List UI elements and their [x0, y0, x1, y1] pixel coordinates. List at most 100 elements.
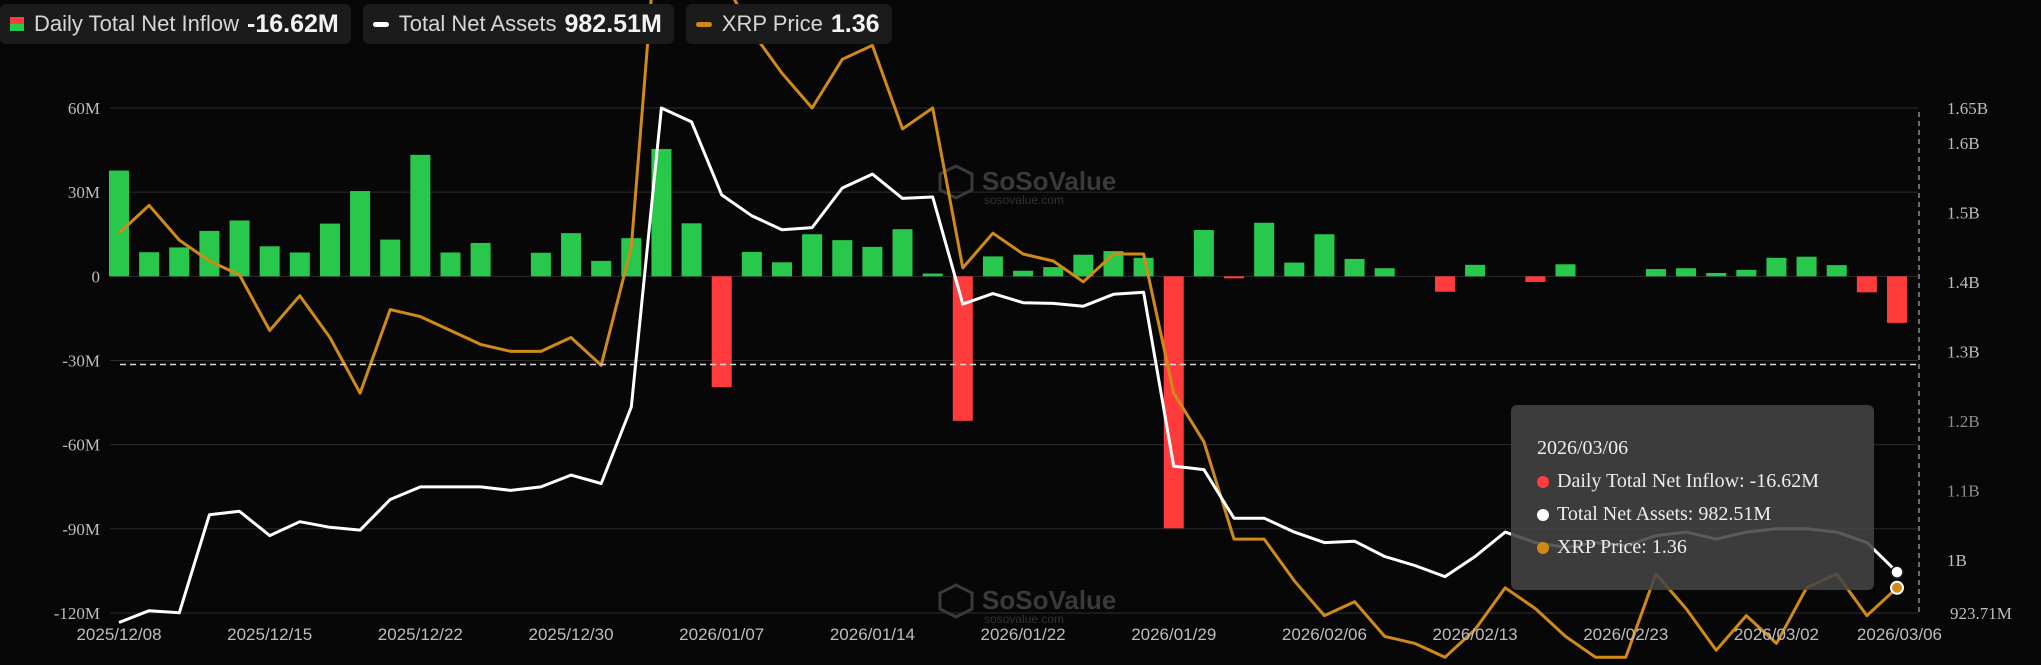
swatch-positive: [10, 24, 24, 31]
y-axis-tick-label: -30M: [62, 352, 100, 371]
legend-assets-label: Total Net Assets: [398, 11, 557, 36]
x-axis-tick-label: 2025/12/15: [227, 625, 312, 644]
legend-assets-value: 982.51M: [564, 9, 662, 38]
y-axis-tick-label: -90M: [62, 520, 100, 539]
x-axis-tick-label: 2026/02/13: [1433, 625, 1518, 644]
inflow-bar: [651, 148, 672, 277]
line-swatch-icon: [372, 21, 389, 27]
inflow-bar: [1193, 230, 1214, 277]
line-swatch-icon: [695, 21, 712, 27]
tooltip-price-row: XRP Price: 1.36: [1537, 536, 1687, 559]
inflow-bar: [1736, 269, 1757, 277]
tooltip-inflow-row: Daily Total Net Inflow: -16.62M: [1537, 470, 1819, 493]
inflow-bar: [169, 247, 190, 277]
inflow-bar: [771, 262, 792, 277]
inflow-bar: [1706, 272, 1727, 277]
inflow-bar: [1645, 269, 1666, 277]
inflow-bar: [741, 251, 762, 277]
inflow-bar: [1856, 276, 1877, 293]
inflow-bar: [380, 239, 401, 277]
tooltip-date: 2026/03/06: [1537, 437, 1629, 459]
inflow-bar: [289, 252, 310, 277]
legend-inflow-value: -16.62M: [247, 9, 339, 38]
inflow-bar: [350, 191, 371, 277]
x-axis-tick-label: 2026/02/23: [1583, 625, 1668, 644]
right-axis-min-label: 923.71M: [1950, 604, 2012, 623]
watermark-logo-icon: [938, 583, 974, 619]
inflow-bar: [1314, 234, 1335, 277]
legend-bar: Daily Total Net Inflow -16.62M Total Net…: [0, 4, 892, 46]
chart-tooltip: 2026/03/06 Daily Total Net Inflow: -16.6…: [1511, 405, 1874, 590]
legend-price-label: XRP Price: [721, 11, 823, 36]
inflow-bar: [561, 233, 582, 277]
inflow-bar: [711, 276, 732, 388]
price-endpoint-marker: [1890, 580, 1904, 595]
legend-price[interactable]: XRP Price 1.36: [685, 4, 892, 44]
swatch-negative: [10, 17, 24, 24]
inflow-bar: [1826, 265, 1847, 277]
right-axis-tick-label: 1.65B: [1947, 99, 1988, 118]
y-axis-tick-label: -120M: [54, 604, 100, 623]
watermark-text: SoSoValue: [982, 585, 1116, 615]
inflow-bar: [410, 154, 431, 277]
inflow-bar: [1525, 276, 1546, 282]
inflow-bar: [832, 240, 853, 277]
inflow-bar: [862, 246, 883, 277]
tooltip-inflow-dot: [1537, 475, 1549, 488]
inflow-bar: [1465, 264, 1486, 277]
inflow-bar: [1043, 267, 1064, 277]
tooltip-price-text: XRP Price: 1.36: [1557, 536, 1687, 558]
x-axis-tick-label: 2025/12/08: [76, 625, 161, 644]
x-axis-tick-label: 2026/03/06: [1857, 625, 1942, 644]
x-axis-tick-label: 2026/02/06: [1282, 625, 1367, 644]
watermark-logo-icon: [938, 164, 974, 200]
right-axis-tick-label: 1B: [1947, 551, 1967, 570]
y-axis-tick-label: 30M: [68, 183, 100, 202]
inflow-bar: [1555, 264, 1576, 277]
x-axis-tick-label: 2026/01/22: [981, 625, 1066, 644]
tooltip-assets-text: Total Net Assets: 982.51M: [1557, 503, 1772, 525]
right-axis-tick-label: 1.5B: [1947, 203, 1980, 222]
inflow-bar: [1434, 276, 1455, 292]
legend-inflow[interactable]: Daily Total Net Inflow -16.62M: [0, 4, 351, 44]
right-axis-tick-label: 1.4B: [1947, 273, 1980, 292]
assets-endpoint-marker: [1890, 565, 1904, 579]
tooltip-assets-row: Total Net Assets: 982.51M: [1537, 503, 1771, 526]
inflow-bar: [259, 246, 280, 277]
inflow-bar: [229, 220, 250, 277]
inflow-bar: [681, 223, 702, 277]
inflow-bar: [1766, 257, 1787, 277]
tooltip-assets-dot: [1537, 508, 1549, 521]
inflow-bar: [1796, 256, 1817, 277]
inflow-bar: [470, 242, 491, 277]
tooltip-inflow-text: Daily Total Net Inflow: -16.62M: [1557, 470, 1820, 492]
inflow-bar: [591, 260, 612, 277]
inflow-bar: [1284, 262, 1305, 277]
inflow-bar: [1676, 268, 1697, 277]
inflow-bar: [199, 230, 220, 277]
y-axis-tick-label: -60M: [62, 436, 100, 455]
x-axis-tick-label: 2026/01/07: [679, 625, 764, 644]
inflow-bar: [440, 252, 461, 277]
right-axis-tick-label: 1.1B: [1947, 481, 1980, 500]
x-axis-tick-label: 2026/01/14: [830, 625, 915, 644]
right-axis-tick-label: 1.3B: [1947, 342, 1980, 361]
y-axis-tick-label: 60M: [68, 99, 100, 118]
watermark-subtext: sosovalue.com: [984, 193, 1064, 207]
inflow-bar: [139, 252, 160, 277]
inflow-bar: [1344, 258, 1365, 277]
watermark-text: SoSoValue: [982, 166, 1116, 196]
inflow-bar: [1224, 276, 1245, 279]
inflow-bar: [109, 170, 129, 277]
right-axis-tick-label: 1.6B: [1947, 134, 1980, 153]
inflow-bar: [530, 252, 551, 277]
right-axis-tick-label: 1.2B: [1947, 412, 1980, 431]
legend-assets[interactable]: Total Net Assets 982.51M: [362, 4, 674, 44]
inflow-bar: [319, 223, 340, 277]
xrp-price-line: [117, 0, 1899, 659]
inflow-bar: [1073, 254, 1094, 277]
bar-swatch-icon: [10, 17, 24, 31]
legend-price-value: 1.36: [830, 9, 880, 38]
x-axis-tick-label: 2025/12/30: [528, 625, 613, 644]
